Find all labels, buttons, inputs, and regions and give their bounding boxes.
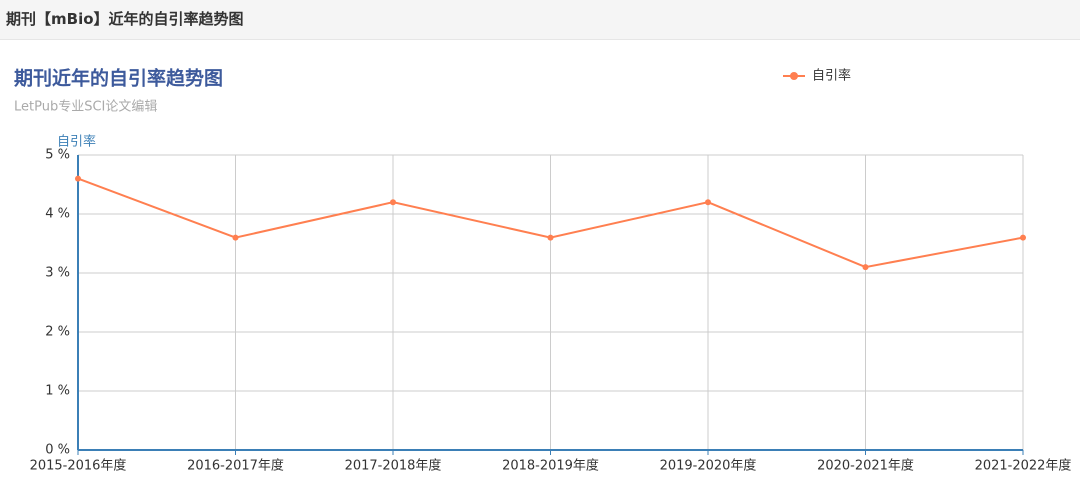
x-tick-label: 2015-2016年度: [30, 458, 127, 474]
data-point: [390, 199, 396, 206]
data-point: [547, 234, 554, 241]
chart-subtitle: LetPub专业SCI论文编辑: [14, 100, 157, 115]
data-point: [232, 234, 239, 241]
data-point: [862, 264, 869, 271]
data-point: [705, 199, 711, 206]
y-tick-label: 0 %: [45, 443, 70, 458]
legend-label: 自引率: [812, 68, 851, 84]
y-tick-label: 2 %: [45, 325, 70, 340]
y-tick-label: 4 %: [45, 207, 70, 222]
data-point: [1020, 234, 1026, 241]
y-axis-label: 自引率: [57, 134, 96, 150]
y-tick-label: 3 %: [45, 266, 70, 281]
data-point: [75, 175, 81, 182]
chart-title: 期刊近年的自引率趋势图: [14, 67, 223, 90]
legend-marker: [790, 72, 798, 80]
x-tick-label: 2018-2019年度: [502, 458, 599, 474]
x-tick-label: 2017-2018年度: [345, 458, 442, 474]
x-tick-label: 2021-2022年度: [975, 458, 1072, 474]
x-tick-label: 2019-2020年度: [660, 458, 757, 474]
x-tick-label: 2020-2021年度: [817, 458, 914, 474]
header-title: 期刊【mBio】近年的自引率趋势图: [0, 0, 1080, 40]
chart: 期刊近年的自引率趋势图 LetPub专业SCI论文编辑 自引率 0 % 1 % 2 …: [14, 67, 1072, 474]
y-tick-label: 1 %: [45, 384, 70, 399]
x-tick-label: 2016-2017年度: [187, 458, 284, 474]
y-tick-label: 5 %: [45, 148, 70, 163]
